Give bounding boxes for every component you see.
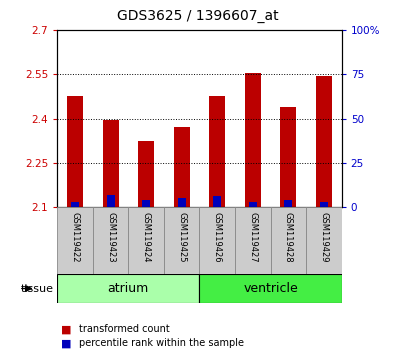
Bar [142, 200, 150, 207]
Text: percentile rank within the sample: percentile rank within the sample [79, 338, 244, 348]
Text: GSM119429: GSM119429 [320, 212, 328, 263]
Bar [245, 73, 261, 207]
Text: GDS3625 / 1396607_at: GDS3625 / 1396607_at [117, 9, 278, 23]
Bar [209, 97, 225, 207]
Text: ventricle: ventricle [243, 282, 298, 295]
Bar [199, 274, 342, 303]
Bar [107, 195, 115, 207]
Text: ■: ■ [61, 338, 72, 348]
Bar [178, 198, 186, 207]
Bar [306, 207, 342, 274]
Bar [284, 200, 292, 207]
Bar [174, 127, 190, 207]
Bar [235, 207, 271, 274]
Text: GSM119425: GSM119425 [177, 212, 186, 263]
Bar [57, 207, 93, 274]
Bar [67, 97, 83, 207]
Text: GSM119426: GSM119426 [213, 212, 222, 263]
Bar [138, 141, 154, 207]
Text: GSM119424: GSM119424 [142, 212, 150, 263]
Text: tissue: tissue [20, 284, 53, 293]
Bar [71, 202, 79, 207]
Bar [316, 76, 332, 207]
Text: GSM119427: GSM119427 [248, 212, 257, 263]
Bar [213, 196, 221, 207]
Text: ■: ■ [61, 324, 72, 334]
Bar [249, 202, 257, 207]
Text: GSM119422: GSM119422 [71, 212, 79, 263]
Bar [280, 107, 296, 207]
Bar [271, 207, 306, 274]
Bar [103, 120, 118, 207]
Text: GSM119423: GSM119423 [106, 212, 115, 263]
Text: atrium: atrium [108, 282, 149, 295]
Bar [128, 207, 164, 274]
Bar [199, 207, 235, 274]
Bar [320, 202, 328, 207]
Text: GSM119428: GSM119428 [284, 212, 293, 263]
Bar [164, 207, 199, 274]
Text: transformed count: transformed count [79, 324, 170, 334]
Bar [57, 274, 199, 303]
Bar [93, 207, 128, 274]
